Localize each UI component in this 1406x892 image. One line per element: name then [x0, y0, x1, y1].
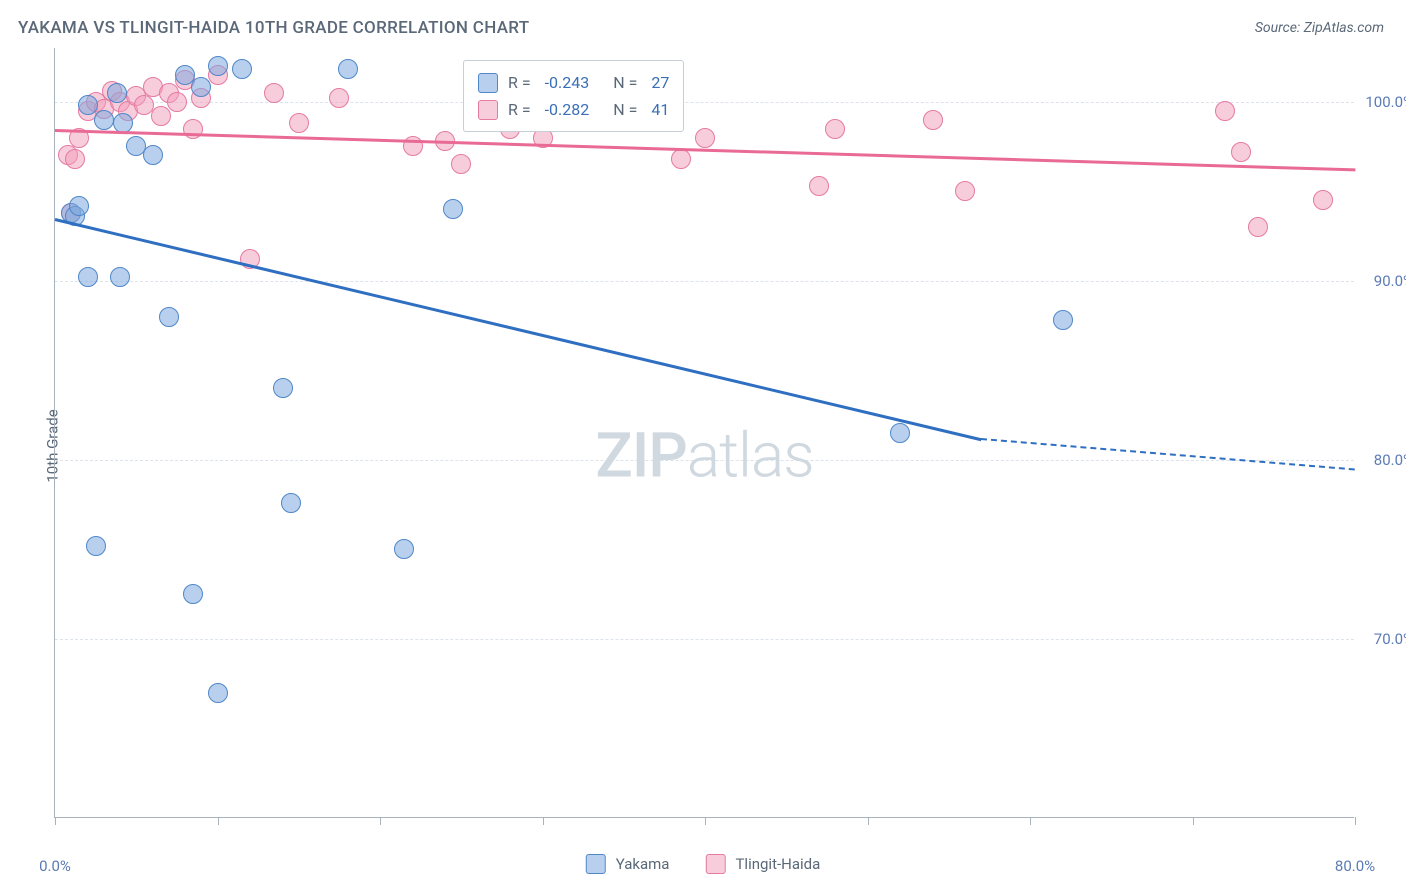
data-point — [273, 378, 293, 398]
n-value-tlingit: 41 — [651, 96, 669, 123]
gridline-h — [55, 281, 1354, 282]
x-tick — [1193, 817, 1194, 825]
data-point — [107, 83, 127, 103]
stats-row-tlingit: R = -0.282 N = 41 — [478, 96, 669, 123]
swatch-pink-icon — [478, 100, 498, 120]
data-point — [281, 493, 301, 513]
plot-area: 70.0%80.0%90.0%100.0%0.0%80.0%ZIPatlasR … — [54, 48, 1354, 818]
data-point — [825, 119, 845, 139]
watermark: ZIPatlas — [595, 419, 813, 492]
data-point — [451, 154, 471, 174]
y-tick-label: 100.0% — [1365, 93, 1406, 111]
x-tick — [1030, 817, 1031, 825]
data-point — [338, 59, 358, 79]
data-point — [443, 199, 463, 219]
data-point — [86, 536, 106, 556]
x-tick — [218, 817, 219, 825]
n-value-yakama: 27 — [651, 69, 669, 96]
trend-line — [55, 218, 982, 441]
n-label: N = — [613, 96, 637, 123]
r-value-yakama: -0.243 — [545, 69, 590, 96]
trend-line — [981, 438, 1355, 470]
swatch-pink — [705, 854, 725, 874]
x-tick — [1355, 817, 1356, 825]
data-point — [94, 110, 114, 130]
swatch-blue-icon — [478, 73, 498, 93]
data-point — [1053, 310, 1073, 330]
x-tick-label: 80.0% — [1335, 857, 1375, 875]
r-label: R = — [508, 69, 531, 96]
data-point — [955, 181, 975, 201]
data-point — [264, 83, 284, 103]
x-tick — [380, 817, 381, 825]
data-point — [1231, 142, 1251, 162]
data-point — [78, 95, 98, 115]
data-point — [695, 128, 715, 148]
stats-row-yakama: R = -0.243 N = 27 — [478, 69, 669, 96]
data-point — [1248, 217, 1268, 237]
data-point — [151, 106, 171, 126]
n-label: N = — [613, 69, 637, 96]
data-point — [191, 77, 211, 97]
data-point — [1215, 101, 1235, 121]
r-value-tlingit: -0.282 — [545, 96, 590, 123]
legend-label-yakama: Yakama — [616, 855, 670, 873]
gridline-h — [55, 102, 1354, 103]
legend-item-yakama: Yakama — [586, 854, 670, 874]
legend-item-tlingit: Tlingit-Haida — [705, 854, 820, 874]
data-point — [65, 149, 85, 169]
data-point — [143, 145, 163, 165]
data-point — [890, 423, 910, 443]
data-point — [1313, 190, 1333, 210]
data-point — [923, 110, 943, 130]
x-tick — [543, 817, 544, 825]
x-tick — [705, 817, 706, 825]
gridline-h — [55, 460, 1354, 461]
r-label: R = — [508, 96, 531, 123]
y-tick-label: 80.0% — [1374, 451, 1406, 469]
data-point — [289, 113, 309, 133]
data-point — [809, 176, 829, 196]
chart-title: YAKAMA VS TLINGIT-HAIDA 10TH GRADE CORRE… — [18, 18, 529, 38]
data-point — [671, 149, 691, 169]
data-point — [394, 539, 414, 559]
data-point — [167, 92, 187, 112]
data-point — [329, 88, 349, 108]
data-point — [232, 59, 252, 79]
x-tick — [55, 817, 56, 825]
data-point — [159, 307, 179, 327]
legend-label-tlingit: Tlingit-Haida — [735, 855, 820, 873]
bottom-legend: Yakama Tlingit-Haida — [586, 854, 821, 874]
x-tick-label: 0.0% — [39, 857, 71, 875]
data-point — [208, 683, 228, 703]
y-tick-label: 90.0% — [1374, 272, 1406, 290]
swatch-blue — [586, 854, 606, 874]
x-tick — [868, 817, 869, 825]
data-point — [183, 584, 203, 604]
gridline-h — [55, 639, 1354, 640]
data-point — [110, 267, 130, 287]
source-label: Source: ZipAtlas.com — [1255, 20, 1384, 36]
data-point — [208, 56, 228, 76]
data-point — [78, 267, 98, 287]
data-point — [69, 196, 89, 216]
stats-legend: R = -0.243 N = 27 R = -0.282 N = 41 — [463, 60, 684, 132]
y-tick-label: 70.0% — [1374, 630, 1406, 648]
